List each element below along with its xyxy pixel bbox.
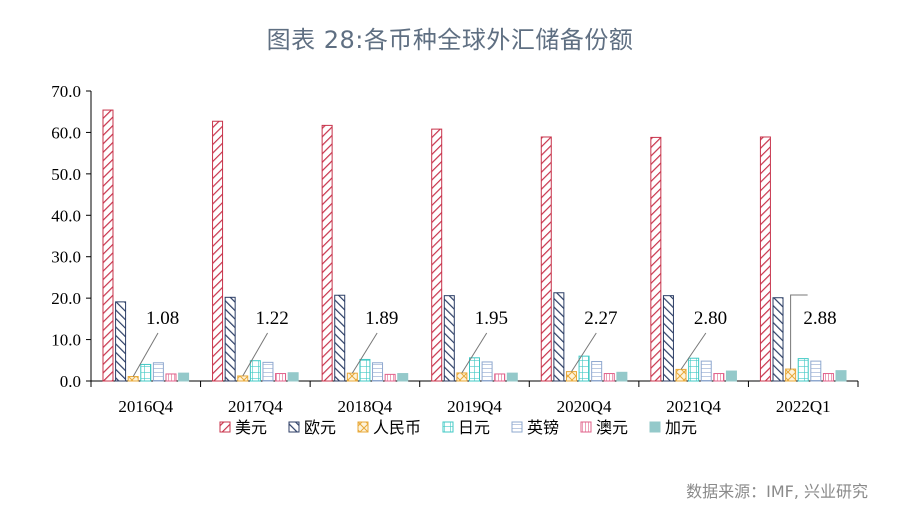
legend-label: 美元 [235, 419, 267, 437]
y-tick-label: 70.0 [51, 82, 81, 101]
y-tick-label: 10.0 [51, 331, 81, 350]
x-tick-label: 2021Q4 [666, 397, 721, 416]
bar-加元 [178, 372, 190, 382]
rmb-value-label: 2.27 [584, 308, 617, 329]
bar-美元 [540, 136, 552, 382]
y-tick-label: 30.0 [51, 248, 81, 267]
chart-annotations: 1.08 1.22 1.89 1.95 2.27 2.80 2.88 [132, 294, 837, 377]
chart-bars [102, 109, 847, 382]
chart-axes: 0.0 10.0 20.0 30.0 40.0 50.0 60.0 70.0 2016Q4 201… [51, 82, 859, 416]
bar-澳元 [603, 373, 615, 382]
legend-label: 澳元 [596, 419, 628, 437]
legend-swatch [219, 421, 231, 433]
chart-legend: 美元 欧元 人民币 日元 英镑 澳元 加元 [219, 419, 697, 437]
bar-加元 [506, 372, 518, 382]
bar-欧元 [443, 295, 455, 382]
legend-label: 欧元 [304, 419, 336, 437]
bar-英镑 [152, 362, 164, 382]
rmb-value-label: 2.88 [803, 308, 836, 329]
bar-日元 [140, 363, 152, 382]
x-tick-label: 2020Q4 [557, 397, 612, 416]
bar-加元 [616, 371, 628, 382]
bar-英镑 [262, 361, 274, 382]
legend-swatch [357, 421, 369, 433]
x-tick-label: 2019Q4 [447, 397, 502, 416]
bar-美元 [212, 120, 224, 382]
bar-美元 [321, 124, 333, 382]
legend-swatch [580, 421, 592, 433]
legend-swatch [511, 421, 523, 433]
bar-日元 [797, 358, 809, 382]
rmb-value-label: 1.95 [475, 308, 508, 329]
data-source-note: 数据来源：IMF, 兴业研究 [686, 482, 868, 501]
bar-美元 [102, 109, 114, 382]
bar-日元 [359, 358, 371, 382]
bar-日元 [469, 357, 480, 382]
bar-澳元 [275, 373, 287, 382]
bar-chart: 0.0 10.0 20.0 30.0 40.0 50.0 60.0 70.0 2016Q4 201… [51, 82, 859, 437]
bar-人民币 [237, 375, 249, 382]
y-tick-label: 20.0 [51, 289, 81, 308]
bar-欧元 [334, 294, 346, 382]
legend-swatch [649, 421, 661, 433]
bar-英镑 [591, 361, 603, 382]
bar-加元 [835, 370, 847, 382]
y-tick-label: 0.0 [60, 372, 81, 391]
legend-swatch [442, 421, 454, 433]
bar-英镑 [700, 360, 712, 382]
legend-swatch [288, 421, 300, 433]
bar-英镑 [810, 360, 822, 382]
bar-人民币 [127, 376, 139, 382]
bar-澳元 [384, 373, 396, 382]
rmb-value-label: 1.89 [365, 308, 398, 329]
bar-欧元 [115, 301, 127, 382]
rmb-value-label: 2.80 [694, 308, 727, 329]
bar-人民币 [675, 368, 687, 382]
bar-日元 [578, 355, 590, 382]
bar-欧元 [662, 295, 674, 382]
bar-人民币 [456, 372, 468, 382]
bar-澳元 [822, 373, 834, 382]
legend-label: 加元 [665, 419, 697, 437]
bar-英镑 [481, 361, 493, 382]
bar-英镑 [372, 362, 384, 382]
bar-日元 [249, 360, 261, 382]
bar-欧元 [772, 297, 784, 382]
bar-人民币 [565, 371, 577, 382]
bar-澳元 [713, 373, 725, 382]
y-tick-label: 60.0 [51, 123, 81, 142]
legend-label: 日元 [458, 420, 490, 437]
bar-美元 [431, 128, 443, 382]
bar-澳元 [494, 373, 506, 382]
x-tick-label: 2016Q4 [118, 397, 173, 416]
x-tick-label: 2017Q4 [228, 397, 283, 416]
rmb-value-label: 1.08 [146, 308, 179, 329]
bar-人民币 [346, 372, 358, 382]
y-tick-label: 50.0 [51, 165, 81, 184]
x-tick-label: 2022Q1 [776, 397, 831, 416]
legend-label: 英镑 [527, 419, 559, 437]
bar-美元 [759, 136, 771, 382]
bar-日元 [688, 357, 700, 382]
bar-欧元 [553, 292, 565, 382]
bar-澳元 [165, 373, 177, 382]
legend-label: 人民币 [373, 419, 421, 437]
x-tick-label: 2018Q4 [338, 397, 393, 416]
chart-title: 图表 28:各币种全球外汇储备份额 [266, 26, 634, 54]
bar-加元 [287, 372, 299, 382]
bar-人民币 [785, 368, 797, 382]
rmb-value-label: 1.22 [256, 308, 289, 329]
bar-加元 [725, 370, 737, 382]
y-tick-label: 40.0 [51, 206, 81, 225]
bar-美元 [650, 136, 662, 382]
bar-欧元 [224, 296, 236, 382]
bar-加元 [397, 373, 409, 382]
